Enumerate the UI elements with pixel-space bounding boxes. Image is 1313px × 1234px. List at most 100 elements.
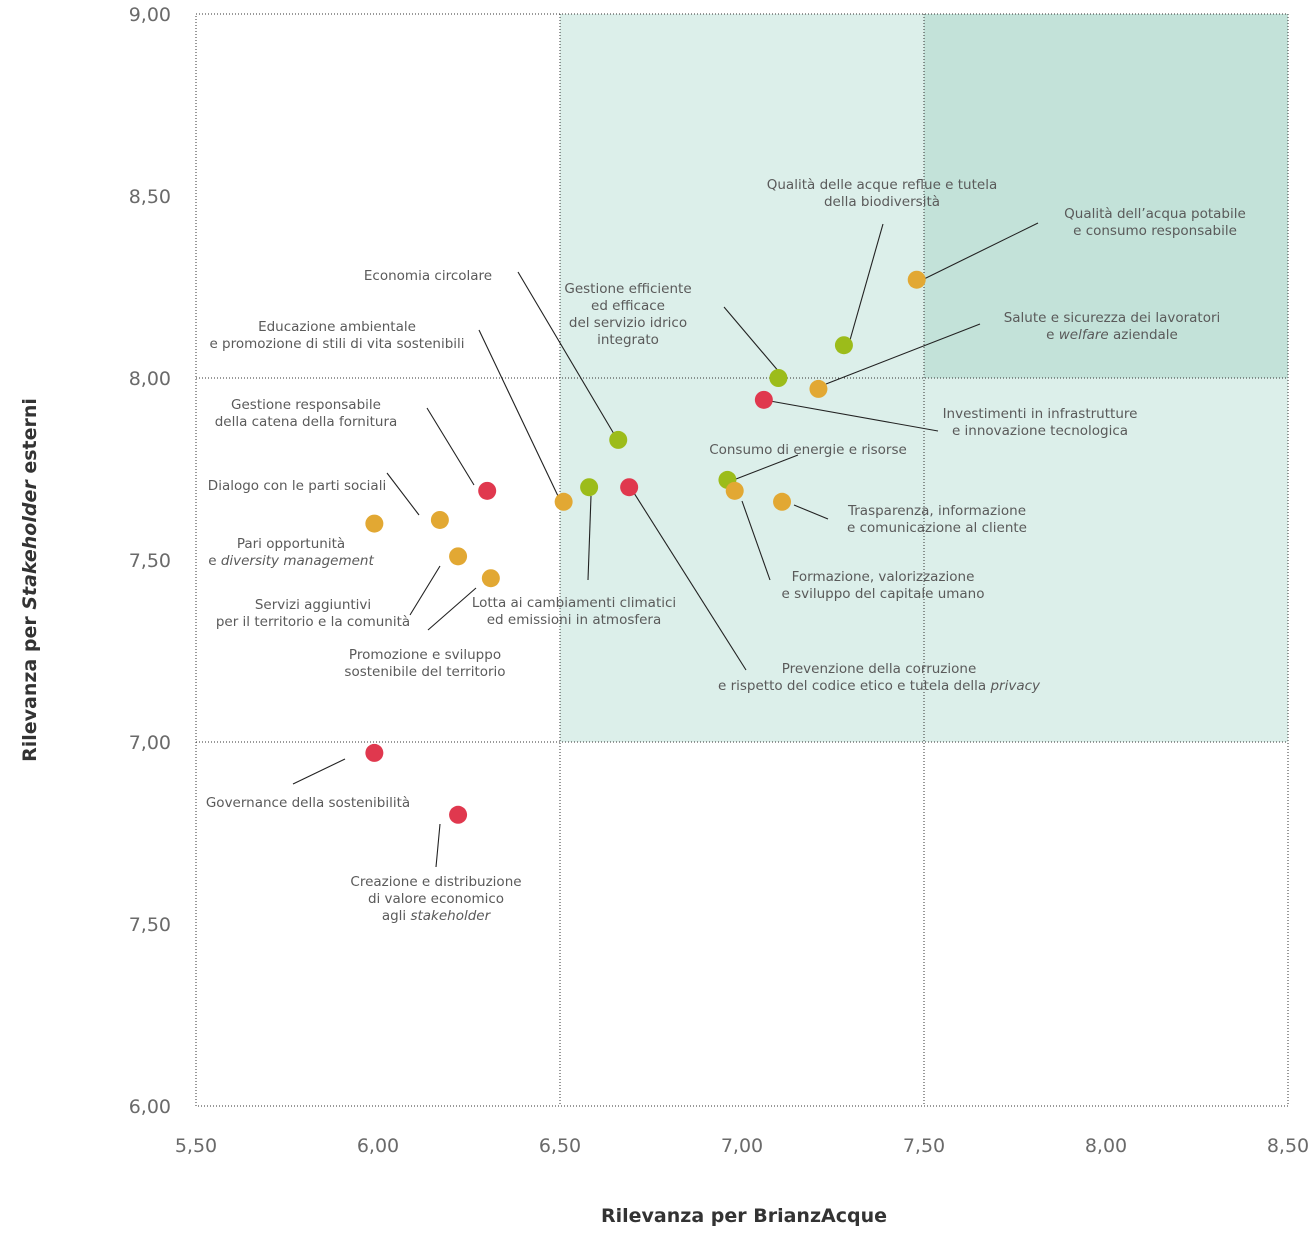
data-point — [809, 379, 828, 398]
point-label-line: ed emissioni in atmosfera — [487, 612, 662, 628]
point-label: Creazione e distribuzione di valore econo… — [350, 874, 521, 924]
data-point — [554, 492, 573, 511]
point-label-segment: agli — [382, 908, 411, 924]
point-label-segment: Gestione efficiente — [564, 281, 691, 297]
point-label-segment: della catena della fornitura — [215, 414, 398, 430]
point-label-line: e comunicazione al cliente — [847, 520, 1027, 536]
leader-salute-sicurezza — [825, 323, 981, 385]
point-label-segment: e — [208, 553, 221, 569]
data-point — [580, 478, 599, 497]
point-label-line: e diversity management — [208, 553, 374, 569]
point-label-segment: Trasparenza, informazione — [847, 503, 1026, 519]
data-point — [754, 390, 773, 409]
point-label-segment: diversity management — [221, 553, 375, 569]
data-point — [365, 743, 384, 762]
leader-prevenzione-corruzione — [633, 492, 747, 671]
data-point — [478, 481, 497, 500]
data-point — [769, 369, 788, 387]
point-label: Prevenzione della corruzione e rispetto d… — [718, 661, 1041, 694]
point-label-line: della catena della fornitura — [215, 414, 398, 430]
x-tick-label: 7,00 — [721, 1135, 763, 1157]
point-label-segment: e sviluppo del capitale umano — [781, 586, 984, 602]
data-point — [834, 336, 853, 355]
point-label-segment: di valore economico — [368, 891, 504, 907]
point-label-line: Lotta ai cambiamenti climatici — [472, 595, 676, 611]
y-tick-label: 7,00 — [129, 732, 171, 754]
leader-governance — [292, 758, 346, 785]
point-labels: Qualità dell’acqua potabile e consumo res… — [206, 177, 1246, 924]
point-label-line: Prevenzione della corruzione — [782, 661, 977, 677]
x-tick-label: 8,50 — [1267, 1135, 1309, 1157]
point-label-line: per il territorio e la comunità — [216, 614, 410, 630]
point-label-segment: integrato — [597, 332, 659, 348]
point-label-line: Gestione responsabile — [231, 397, 381, 413]
point-label: Dialogo con le parti sociali — [208, 478, 386, 494]
leader-promozione-territorio — [427, 587, 477, 631]
point-label: Educazione ambientale e promozione di sti… — [209, 319, 464, 352]
x-tick-label: 6,00 — [357, 1135, 399, 1157]
data-point — [609, 430, 628, 449]
point-label-line: Trasparenza, informazione — [847, 503, 1026, 519]
point-label-line: e consumo responsabile — [1073, 223, 1237, 239]
point-label-line: Gestione efficiente — [564, 281, 691, 297]
leader-economia-circolare — [517, 271, 615, 435]
x-tick-label: 5,50 — [175, 1135, 217, 1157]
point-label: Gestione efficiente ed efficace del serviz… — [564, 281, 691, 348]
leader-creazione-valore — [435, 823, 441, 868]
point-label-line: Economia circolare — [364, 268, 492, 284]
point-label-line: del servizio idrico — [569, 315, 687, 331]
point-label-segment: Formazione, valorizzazione — [792, 569, 975, 585]
point-label-segment: Qualità dell’acqua potabile — [1064, 206, 1246, 222]
point-label: Consumo di energie e risorse — [709, 442, 907, 458]
y-axis-title-part: esterni — [19, 398, 41, 480]
point-label-line: agli stakeholder — [382, 908, 492, 924]
point-label-segment: Lotta ai cambiamenti climatici — [472, 595, 676, 611]
point-label-segment: Prevenzione della corruzione — [782, 661, 977, 677]
y-tick-label: 7,50 — [129, 550, 171, 572]
point-label: Gestione responsabile della catena della … — [215, 397, 398, 430]
y-tick-label: 8,50 — [129, 186, 171, 208]
point-label: Economia circolare — [364, 268, 492, 284]
point-label-segment: e rispetto del codice etico e tutela del… — [718, 678, 991, 694]
leader-dialogo — [386, 472, 420, 516]
point-label-segment: e innovazione tecnologica — [952, 423, 1128, 439]
point-label-segment: Educazione ambientale — [258, 319, 416, 335]
leader-trasparenza — [793, 504, 829, 520]
x-axis-ticks: 5,50 6,00 6,50 7,00 7,50 8,00 8,50 — [175, 1135, 1309, 1157]
point-label-line: e innovazione tecnologica — [952, 423, 1128, 439]
point-label-segment: sostenibile del territorio — [344, 664, 505, 680]
data-point — [907, 270, 926, 289]
point-label: Salute e sicurezza dei lavoratori e welfa… — [1004, 310, 1221, 343]
point-label-segment: per il territorio e la comunità — [216, 614, 410, 630]
point-label-segment: Investimenti in infrastrutture — [943, 406, 1138, 422]
y-tick-label: 7,50 — [129, 914, 171, 936]
x-tick-label: 8,00 — [1085, 1135, 1127, 1157]
point-label-line: Qualità delle acque reflue e tutela — [767, 177, 998, 193]
point-label-line: Pari opportunità — [237, 536, 345, 552]
y-axis-title-part: Stakeholder — [19, 479, 41, 610]
point-label-line: Governance della sostenibilità — [206, 795, 410, 811]
point-label-segment: Governance della sostenibilità — [206, 795, 410, 811]
point-label-line: Creazione e distribuzione — [350, 874, 521, 890]
leader-catena-fornitura — [426, 407, 475, 486]
point-label-line: Dialogo con le parti sociali — [208, 478, 386, 494]
point-label-line: Promozione e sviluppo — [349, 647, 501, 663]
point-label-segment: ed emissioni in atmosfera — [487, 612, 662, 628]
leader-lines — [292, 222, 1039, 868]
point-label-line: Servizi aggiuntivi — [255, 597, 371, 613]
point-label-segment: Pari opportunità — [237, 536, 345, 552]
point-label-line: sostenibile del territorio — [344, 664, 505, 680]
y-tick-label: 9,00 — [129, 4, 171, 26]
point-label-segment: Servizi aggiuntivi — [255, 597, 371, 613]
point-label-segment: Creazione e distribuzione — [350, 874, 521, 890]
point-label-segment: della biodiversità — [824, 194, 940, 210]
data-point — [725, 481, 744, 500]
point-label: Qualità delle acque reflue e tutela della… — [767, 177, 998, 210]
point-label-segment: stakeholder — [410, 908, 491, 924]
data-point — [773, 492, 792, 511]
leader-consumo-energie — [735, 454, 799, 480]
data-point — [449, 547, 468, 566]
leader-formazione — [741, 500, 771, 581]
point-label: Governance della sostenibilità — [206, 795, 410, 811]
y-axis-title: Rilevanza per Stakeholder esterni — [19, 398, 41, 762]
